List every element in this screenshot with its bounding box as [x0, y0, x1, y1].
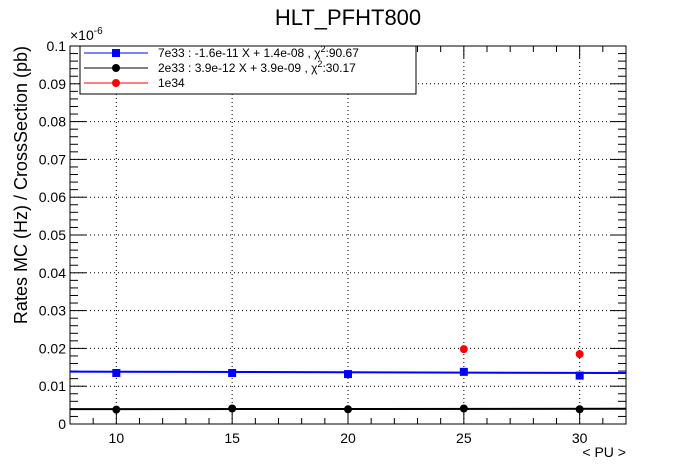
y-tick-label: 0.05	[39, 227, 66, 243]
y-tick-label: 0.04	[39, 265, 66, 281]
x-tick-label: 20	[340, 430, 356, 446]
x-tick-label: 25	[456, 430, 472, 446]
data-point	[344, 370, 352, 379]
y-axis-exponent: ×10-6	[70, 26, 103, 43]
legend-marker	[112, 49, 120, 57]
y-axis-exponent-power: -6	[94, 26, 103, 37]
y-tick-label: 0	[58, 416, 66, 432]
data-point	[112, 368, 121, 377]
y-axis-exponent-base: ×10	[70, 27, 94, 43]
data-point	[228, 368, 237, 377]
legend-entry-superscript: 2	[317, 59, 322, 69]
legend-entry-text: 1e34	[158, 76, 185, 90]
legend-box	[79, 45, 417, 95]
data-point	[459, 367, 468, 376]
y-tick-label: 0.08	[39, 114, 66, 130]
x-axis-label: < PU >	[582, 444, 626, 460]
data-point	[459, 404, 468, 413]
y-tick-label: 0.07	[39, 151, 66, 167]
legend-entry-text: :90.67	[326, 46, 360, 60]
data-point	[575, 350, 584, 359]
data-point	[344, 405, 352, 414]
chart-title: HLT_PFHT800	[275, 5, 421, 30]
y-tick-label: 0.01	[39, 378, 66, 394]
legend-entry: 1e34	[158, 76, 185, 90]
legend-entry: 2e33 : 3.9e-12 X + 3.9e-09 , χ2:30.17	[158, 59, 356, 75]
plot-area: 10 15 20 25 30 0 0.01 0.02 0.03 0.04 0.05 0.06 0.07 0…	[39, 38, 627, 446]
legend-entry-text: 7e33 : -1.6e-11 X + 1.4e-08 , χ	[158, 46, 321, 60]
x-tick-label: 15	[224, 430, 240, 446]
legend-marker	[112, 64, 120, 72]
legend-entry-text: 2e33 : 3.9e-12 X + 3.9e-09 , χ	[158, 61, 318, 75]
data-point	[575, 405, 584, 414]
legend: 7e33 : -1.6e-11 X + 1.4e-08 , χ2:90.672e…	[79, 44, 417, 95]
data-point	[228, 404, 237, 413]
legend-marker	[112, 79, 120, 87]
y-tick-label: 0.1	[47, 38, 67, 54]
y-tick-label: 0.03	[39, 303, 66, 319]
y-tick-label: 0.09	[39, 76, 66, 92]
y-axis-label: Rates MC (Hz) / CrossSection (pb)	[11, 46, 31, 324]
data-point	[459, 345, 468, 354]
axis-labels: Rates MC (Hz) / CrossSection (pb) < PU >…	[11, 26, 626, 460]
x-tick-label: 30	[572, 430, 588, 446]
legend-entry-superscript: 2	[321, 44, 326, 54]
x-tick-label: 10	[109, 430, 125, 446]
y-tick-label: 0.02	[39, 340, 66, 356]
legend-entry: 7e33 : -1.6e-11 X + 1.4e-08 , χ2:90.67	[158, 44, 359, 60]
data-point	[575, 371, 584, 380]
legend-entry-text: :30.17	[322, 61, 356, 75]
y-tick-label: 0.06	[39, 189, 66, 205]
data-point	[112, 405, 121, 414]
